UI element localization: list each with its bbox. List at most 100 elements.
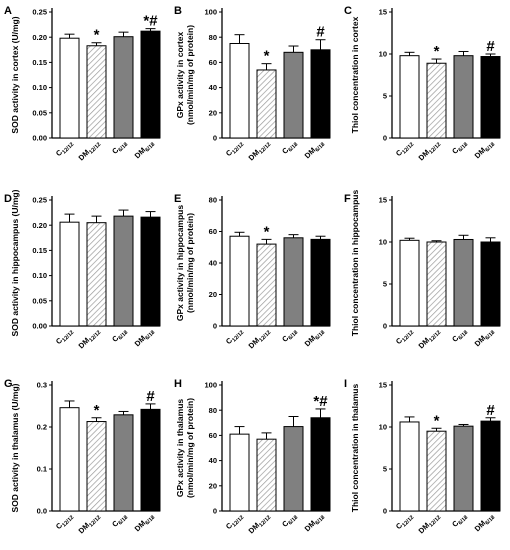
bar-dm6-18 bbox=[140, 30, 161, 139]
bar-dm6-18 bbox=[310, 238, 331, 327]
y-tick-label: 0 bbox=[383, 507, 387, 516]
x-tick-label: C6/18 bbox=[280, 511, 299, 530]
y-tick-label: 0.10 bbox=[32, 271, 47, 280]
y-tick-label: 0 bbox=[383, 322, 387, 331]
y-tick-label: 20 bbox=[209, 481, 217, 490]
y-tick-label: 40 bbox=[209, 456, 217, 465]
bar-dm12-12 bbox=[256, 438, 277, 512]
panel-letter: A bbox=[4, 5, 12, 17]
x-tick-label: DM6/18 bbox=[133, 138, 157, 162]
bar-c12-12 bbox=[229, 235, 250, 327]
x-tick-label: C12/12 bbox=[394, 326, 415, 347]
bar-dm12-12 bbox=[86, 421, 107, 512]
x-tick-label: DM6/18 bbox=[133, 326, 157, 350]
panel-letter: C bbox=[344, 5, 352, 17]
x-tick-label: DM12/12 bbox=[247, 326, 273, 352]
bar-c12-12 bbox=[399, 239, 420, 327]
x-tick-label: DM6/18 bbox=[303, 138, 327, 162]
x-tick-label: DM6/18 bbox=[473, 511, 497, 535]
panel-b: B GPx activity in cortex(nmol/min/mg of p… bbox=[174, 5, 331, 164]
bar-c6-18 bbox=[283, 51, 304, 139]
bar-dm12-12 bbox=[426, 430, 447, 512]
y-tick-label: 0 bbox=[213, 134, 217, 143]
y-tick-label: 5 bbox=[383, 92, 387, 101]
significance-marker: *# bbox=[143, 13, 158, 30]
bar-c12-12 bbox=[59, 37, 80, 139]
significance-marker: * bbox=[264, 48, 270, 65]
x-tick-label: C12/12 bbox=[224, 326, 245, 347]
y-axis-label: SOD activity in cortex (U/mg) bbox=[10, 16, 20, 133]
panel-i: I Thiol concentration in thalamus 0 5 10 15 C1… bbox=[344, 378, 501, 537]
panel-letter: B bbox=[174, 5, 182, 17]
bar-c12-12 bbox=[59, 221, 80, 327]
bar-dm6-18 bbox=[310, 417, 331, 512]
bar-dm6-18 bbox=[310, 49, 331, 139]
y-tick-label: 0.10 bbox=[32, 83, 47, 92]
x-tick-label: DM6/18 bbox=[303, 511, 327, 535]
x-tick-label: DM12/12 bbox=[417, 511, 443, 537]
y-tick-label: 100 bbox=[204, 8, 217, 17]
y-tick-label: 5 bbox=[383, 280, 387, 289]
y-tick-label: 20 bbox=[209, 290, 217, 299]
bar-c6-18 bbox=[113, 414, 134, 512]
bar-c6-18 bbox=[453, 55, 474, 139]
significance-marker: *# bbox=[313, 393, 328, 410]
y-tick-label: 10 bbox=[379, 50, 387, 59]
y-tick-label: 40 bbox=[209, 83, 217, 92]
y-tick-label: 0.20 bbox=[32, 33, 47, 42]
y-tick-label: 0.2 bbox=[37, 423, 47, 432]
bar-dm6-18 bbox=[480, 420, 501, 512]
panel-letter: D bbox=[4, 193, 12, 205]
x-tick-label: DM6/18 bbox=[473, 326, 497, 350]
bar-c6-18 bbox=[283, 237, 304, 327]
bar-dm6-18 bbox=[140, 216, 161, 327]
x-tick-label: C12/12 bbox=[394, 138, 415, 159]
panel-letter: I bbox=[344, 378, 347, 390]
significance-marker: # bbox=[146, 388, 155, 405]
y-tick-label: 0.05 bbox=[32, 108, 47, 117]
x-tick-label: DM12/12 bbox=[77, 326, 103, 352]
y-tick-label: 0.15 bbox=[32, 246, 47, 255]
y-tick-label: 0.00 bbox=[32, 134, 47, 143]
bar-dm12-12 bbox=[86, 45, 107, 139]
panel-f: F Thiol concentration in hippocampus 0 5 10 1… bbox=[344, 190, 501, 352]
y-tick-label: 10 bbox=[379, 423, 387, 432]
panel-letter: H bbox=[174, 378, 182, 390]
significance-marker: # bbox=[486, 38, 495, 55]
y-tick-label: 40 bbox=[209, 259, 217, 268]
bar-c12-12 bbox=[399, 55, 420, 139]
x-tick-label: DM12/12 bbox=[247, 138, 273, 164]
x-tick-label: C6/18 bbox=[110, 326, 129, 345]
x-tick-label: C6/18 bbox=[450, 138, 469, 157]
y-tick-label: 5 bbox=[383, 465, 387, 474]
y-tick-label: 0.25 bbox=[32, 8, 47, 17]
bar-dm6-18 bbox=[480, 241, 501, 327]
x-tick-label: DM12/12 bbox=[77, 511, 103, 537]
bar-c12-12 bbox=[229, 43, 250, 139]
y-tick-label: 60 bbox=[209, 227, 217, 236]
bar-dm6-18 bbox=[140, 408, 161, 512]
y-tick-label: 60 bbox=[209, 431, 217, 440]
y-tick-label: 60 bbox=[209, 58, 217, 67]
y-tick-label: 0.15 bbox=[32, 58, 47, 67]
x-tick-label: DM12/12 bbox=[417, 326, 443, 352]
bar-c12-12 bbox=[399, 421, 420, 512]
panel-letter: F bbox=[344, 193, 351, 205]
x-tick-label: DM6/18 bbox=[303, 326, 327, 350]
y-tick-label: 80 bbox=[209, 196, 217, 205]
y-tick-label: 0 bbox=[213, 322, 217, 331]
x-tick-label: DM12/12 bbox=[417, 138, 443, 164]
significance-marker: * bbox=[434, 43, 440, 60]
y-tick-label: 100 bbox=[204, 381, 217, 390]
bar-c12-12 bbox=[229, 433, 250, 512]
x-tick-label: C6/18 bbox=[450, 511, 469, 530]
y-tick-label: 0.00 bbox=[32, 322, 47, 331]
x-tick-label: C12/12 bbox=[54, 326, 75, 347]
y-tick-label: 20 bbox=[209, 108, 217, 117]
bar-c6-18 bbox=[453, 425, 474, 512]
y-tick-label: 0 bbox=[383, 134, 387, 143]
